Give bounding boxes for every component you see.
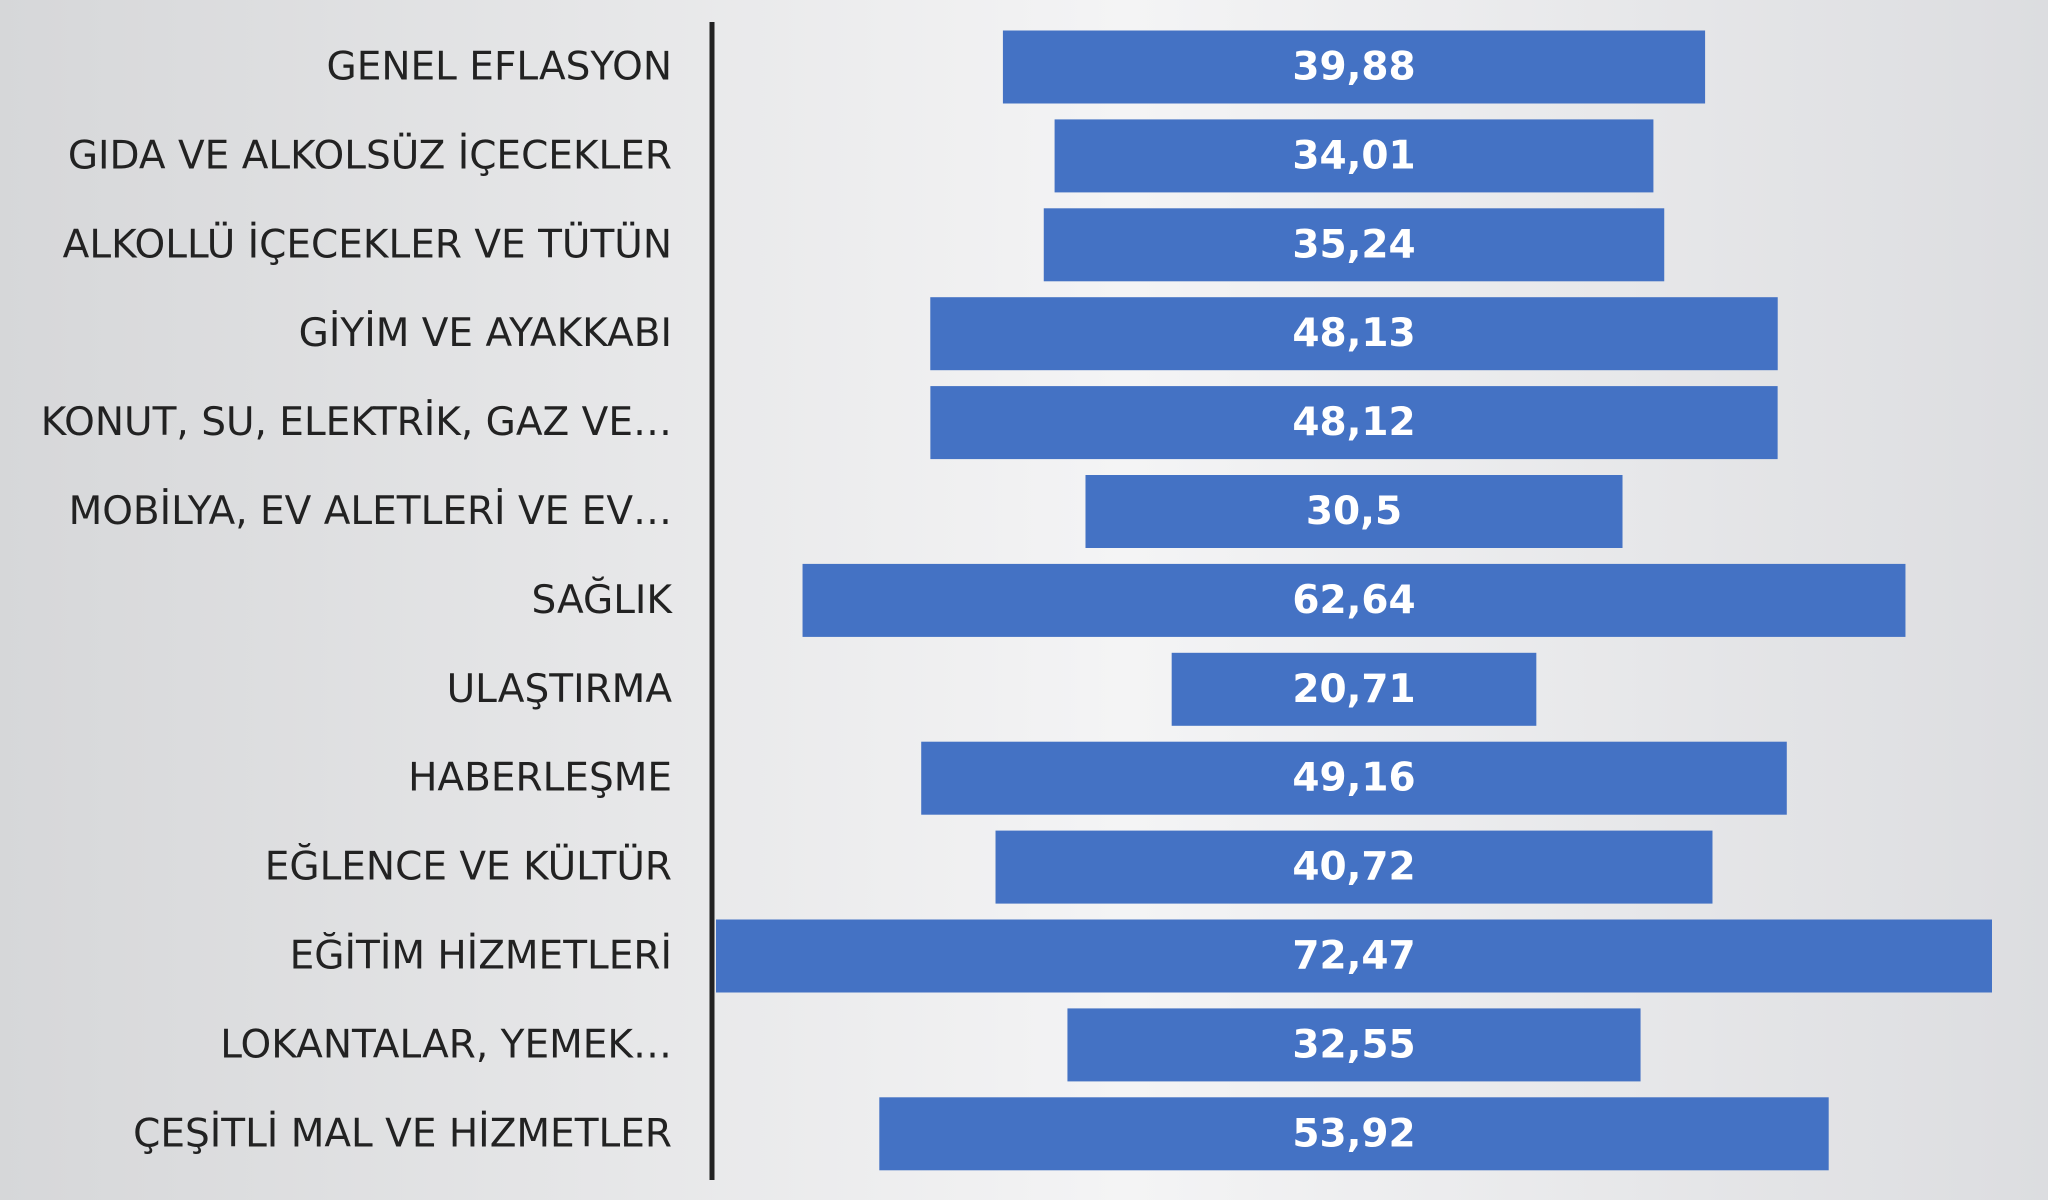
bar	[930, 386, 1778, 460]
category-label: MOBİLYA, EV ALETLERİ VE EV…	[69, 488, 672, 534]
bar	[1085, 475, 1623, 548]
value-label: 34,01	[1292, 133, 1415, 178]
category-label: EĞLENCE VE KÜLTÜR	[265, 843, 672, 890]
value-label: 48,13	[1292, 311, 1415, 356]
category-label: LOKANTALAR, YEMEK…	[220, 1022, 672, 1067]
bar	[930, 297, 1778, 371]
value-label: 35,24	[1292, 222, 1415, 267]
value-label: 48,12	[1292, 400, 1415, 445]
value-label: 62,64	[1292, 578, 1415, 623]
value-label: 49,16	[1292, 756, 1415, 801]
bar	[1043, 208, 1665, 282]
bar	[1054, 119, 1654, 193]
bar	[995, 830, 1713, 904]
category-label: ULAŞTIRMA	[447, 667, 673, 712]
bar	[802, 563, 1906, 637]
value-label: 30,5	[1306, 489, 1402, 534]
value-label: 39,88	[1292, 45, 1415, 90]
value-label: 72,47	[1292, 934, 1415, 979]
bar	[716, 919, 1992, 993]
category-label: GIDA VE ALKOLSÜZ İÇECEKLER	[68, 132, 672, 178]
category-label: ALKOLLÜ İÇECEKLER VE TÜTÜN	[63, 221, 672, 267]
category-label: EĞİTİM HİZMETLERİ	[290, 932, 672, 979]
bar	[921, 741, 1787, 815]
category-label: KONUT, SU, ELEKTRİK, GAZ VE…	[41, 399, 672, 445]
category-label: GENEL EFLASYON	[327, 45, 673, 90]
category-label: HABERLEŞME	[408, 756, 672, 801]
category-label: ÇEŞİTLİ MAL VE HİZMETLER	[133, 1110, 672, 1156]
value-label: 20,71	[1292, 667, 1415, 712]
bar	[1002, 30, 1706, 104]
value-label: 53,92	[1292, 1111, 1415, 1156]
value-label: 32,55	[1292, 1022, 1415, 1067]
category-label: GİYİM VE AYAKKABI	[299, 310, 672, 356]
category-label: SAĞLIK	[532, 576, 674, 623]
value-label: 40,72	[1292, 845, 1415, 890]
bar	[1067, 1008, 1641, 1082]
bar	[1171, 652, 1537, 726]
bar	[879, 1097, 1829, 1171]
